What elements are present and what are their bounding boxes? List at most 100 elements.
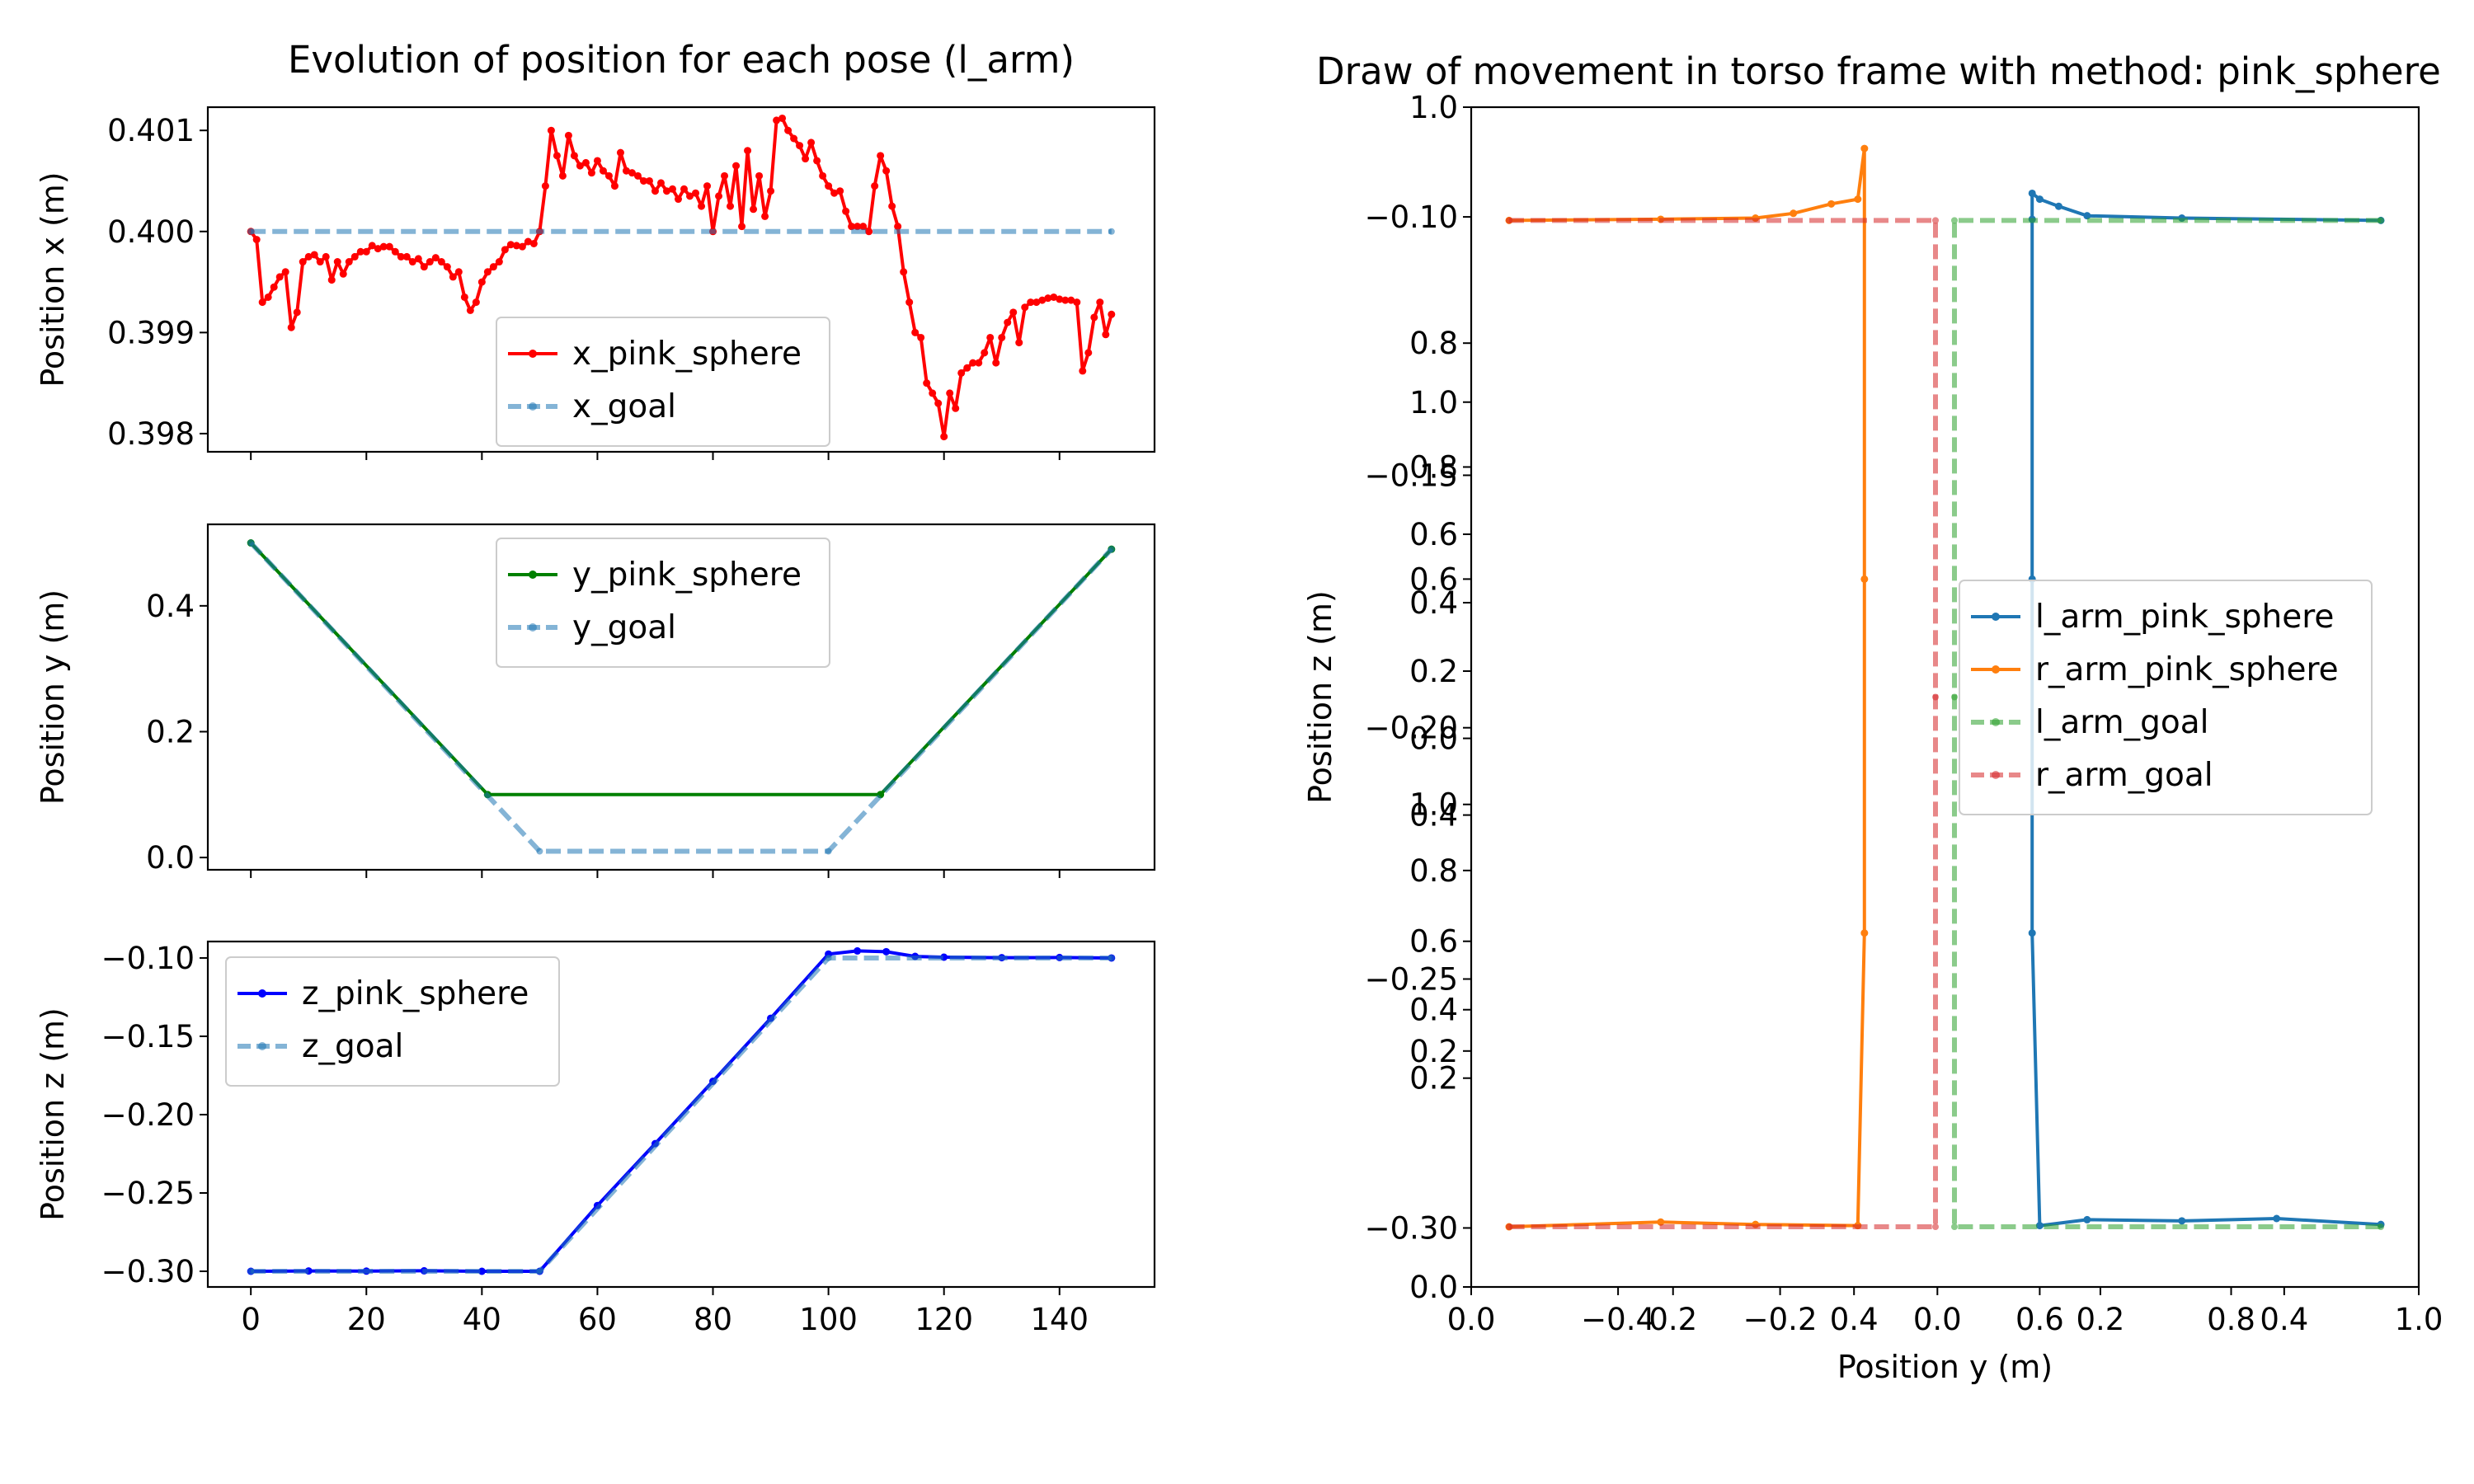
z_panel-ytick-label: −0.25 (101, 1176, 195, 1211)
data-point-x_pink_sphere (518, 242, 526, 251)
data-point-x_pink_sphere (529, 239, 538, 247)
torso_frame-ytick-label: 0.4 (1409, 798, 1458, 834)
data-point-x_pink_sphere (703, 182, 712, 190)
data-point-r_arm_pink_sphere (1657, 1218, 1665, 1226)
data-point-l_arm_pink_sphere (2273, 1214, 2281, 1223)
torso-xtick-label-extra: 0.4 (1830, 1302, 1879, 1337)
data-point-l_arm_pink_sphere (2178, 1217, 2186, 1225)
data-point-x_goal (1108, 228, 1115, 235)
data-point-x_pink_sphere (692, 189, 700, 197)
data-point-x_pink_sphere (570, 152, 578, 160)
torso-ytick-label-extra: 0.4 (1409, 585, 1458, 621)
data-point-l_arm_goal (1950, 217, 1958, 224)
data-point-x_pink_sphere (963, 364, 971, 372)
data-point-x_pink_sphere (957, 369, 966, 377)
data-point-x_pink_sphere (460, 293, 468, 301)
x_panel-ytick-label: 0.400 (107, 214, 195, 250)
torso-title: Draw of movement in torso frame with met… (1316, 49, 2441, 93)
data-point-x_pink_sphere (576, 162, 584, 170)
legend-marker-z_goal (258, 1042, 266, 1050)
data-point-x_pink_sphere (610, 182, 618, 190)
z_panel-xtick-label: 120 (915, 1302, 973, 1337)
torso_frame-legend-box (1959, 580, 2373, 815)
data-point-x_pink_sphere (287, 323, 295, 331)
data-point-x_pink_sphere (767, 187, 775, 195)
data-point-x_pink_sphere (854, 223, 862, 231)
data-point-r_arm_goal (1505, 217, 1512, 224)
data-point-x_pink_sphere (327, 276, 336, 284)
data-point-r_arm_pink_sphere (1827, 200, 1836, 208)
data-point-x_pink_sphere (975, 359, 983, 367)
data-point-x_pink_sphere (830, 189, 839, 197)
data-point-x_pink_sphere (489, 263, 497, 271)
legend-label-y_goal: y_goal (572, 609, 676, 646)
data-point-x_pink_sphere (426, 258, 434, 266)
data-point-x_pink_sphere (865, 228, 873, 236)
data-point-x_pink_sphere (952, 404, 960, 412)
torso_frame-plot-area (1505, 144, 2385, 1231)
data-point-x_pink_sphere (593, 157, 601, 165)
torso-ytick-label-extra: 0.2 (1409, 654, 1458, 689)
data-point-x_pink_sphere (992, 359, 1000, 367)
data-point-x_pink_sphere (946, 389, 954, 397)
torso-xtick-label-extra: 0.8 (2207, 1302, 2255, 1337)
legend-label-l_arm_pink_sphere: l_arm_pink_sphere (2035, 599, 2334, 636)
z_panel-xtick-label: 20 (347, 1302, 386, 1337)
data-point-l_arm_pink_sphere (2028, 189, 2036, 197)
torso_frame-ytick-label: 0.2 (1409, 1034, 1458, 1069)
data-point-l_arm_pink_sphere (2054, 202, 2062, 210)
data-point-l_arm_goal (1950, 693, 1958, 701)
torso-ytick-label-extra: −0.20 (1365, 711, 1458, 746)
data-point-y_goal (536, 848, 543, 855)
data-point-x_pink_sphere (784, 126, 793, 134)
data-point-l_arm_pink_sphere (2083, 1215, 2091, 1223)
legend-marker-y_pink_sphere (529, 571, 537, 579)
data-point-r_arm_pink_sphere (1790, 209, 1798, 218)
data-point-x_pink_sphere (1056, 295, 1064, 303)
data-point-x_pink_sphere (587, 169, 595, 177)
torso_frame-xtick-label: 0.6 (2015, 1302, 2064, 1337)
data-point-x_pink_sphere (750, 205, 758, 214)
data-point-x_pink_sphere (1096, 298, 1104, 307)
torso_frame-ytick-label: 0.6 (1409, 561, 1458, 597)
data-point-x_pink_sphere (807, 139, 816, 147)
data-point-x_pink_sphere (1027, 298, 1035, 307)
data-point-x_pink_sphere (466, 306, 474, 314)
data-point-x_pink_sphere (304, 252, 313, 261)
data-point-x_pink_sphere (1102, 331, 1110, 339)
data-point-x_pink_sphere (524, 237, 532, 246)
torso-ytick-label-extra: −0.25 (1365, 962, 1458, 998)
data-point-x_pink_sphere (547, 126, 555, 134)
y_panel-plot-area (247, 539, 1116, 855)
data-point-x_pink_sphere (356, 247, 365, 256)
data-point-y_goal (825, 848, 832, 855)
data-point-r_arm_pink_sphere (1860, 144, 1869, 153)
data-point-x_pink_sphere (842, 207, 850, 215)
data-point-x_pink_sphere (483, 268, 492, 276)
z_panel-ylabel: Position z (m) (35, 1007, 71, 1221)
data-point-x_pink_sphere (698, 202, 706, 210)
data-point-x_pink_sphere (374, 245, 382, 253)
data-point-x_pink_sphere (744, 147, 752, 155)
data-point-x_pink_sphere (1004, 318, 1012, 326)
torso_frame-xlabel: Position y (m) (1837, 1349, 2053, 1385)
data-point-x_pink_sphere (477, 278, 486, 286)
data-point-r_arm_pink_sphere (1854, 195, 1862, 204)
torso_frame-ytick-label: 0.8 (1409, 326, 1458, 361)
data-point-x_pink_sphere (252, 236, 261, 244)
torso-xtick-label-extra: 0.4 (2260, 1302, 2308, 1337)
z_panel-xtick-label: 100 (799, 1302, 858, 1337)
z_panel-ytick-label: −0.15 (101, 1019, 195, 1054)
series-line-l_arm_pink_sphere (2030, 191, 2382, 1228)
data-point-x_pink_sphere (553, 152, 561, 160)
data-point-x_pink_sphere (888, 202, 896, 210)
x_panel-ylabel: Position x (m) (35, 171, 71, 387)
legend-marker-x_pink_sphere (529, 350, 537, 358)
data-point-l_arm_pink_sphere (2035, 1222, 2044, 1230)
data-point-x_pink_sphere (911, 328, 920, 336)
data-point-x_pink_sphere (599, 167, 607, 175)
data-point-x_pink_sphere (558, 171, 567, 180)
data-point-x_pink_sphere (495, 258, 503, 266)
data-point-x_pink_sphere (651, 187, 659, 195)
z_panel-xtick-label: 80 (694, 1302, 732, 1337)
